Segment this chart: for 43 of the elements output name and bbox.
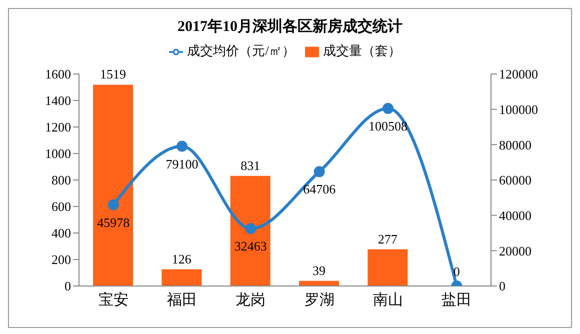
legend-label: 成交均价（元/㎡） (187, 43, 295, 58)
y-tick-label: 800 (52, 172, 71, 188)
point (382, 102, 394, 114)
point (245, 223, 256, 234)
data-label: 126 (172, 251, 192, 266)
y-tick-label: 1600 (45, 66, 71, 82)
y2-tick-label: 60000 (499, 172, 532, 188)
data-label: 39 (312, 262, 326, 278)
y-tick-label: 1400 (45, 93, 71, 108)
y-tick-label: 0 (64, 278, 71, 294)
y-tick-label: 200 (52, 252, 71, 268)
y2-tick-label: 20000 (499, 243, 532, 258)
bar (368, 249, 408, 286)
x-tick-label: 盐田 (442, 292, 472, 309)
y-tick-label: 1200 (45, 120, 71, 135)
data-label: 1519 (100, 66, 126, 82)
bar (93, 84, 133, 286)
data-label: 32463 (234, 238, 267, 254)
point (108, 199, 119, 210)
y2-tick-label: 120000 (499, 66, 538, 82)
data-label: 831 (240, 158, 260, 173)
data-label: 277 (378, 231, 398, 246)
point (314, 166, 325, 178)
data-label: 45978 (97, 214, 130, 230)
point (176, 140, 188, 152)
data-label: 64706 (303, 182, 336, 197)
y2-tick-label: 40000 (499, 208, 532, 223)
y-tick-label: 1000 (45, 146, 71, 162)
data-label: 79100 (166, 156, 198, 172)
legend-label: 成交量（套） (322, 43, 401, 58)
y2-tick-label: 0 (499, 278, 506, 294)
x-tick-label: 罗湖 (304, 292, 334, 309)
y-tick-label: 400 (52, 226, 71, 241)
bar (230, 176, 270, 286)
bar (162, 269, 202, 286)
y2-tick-label: 100000 (499, 102, 538, 117)
x-tick-label: 龙岗 (236, 292, 266, 309)
y2-tick-label: 80000 (499, 137, 532, 152)
x-tick-label: 福田 (167, 292, 197, 309)
x-tick-label: 宝安 (98, 292, 128, 309)
x-tick-label: 南山 (373, 292, 403, 309)
y-tick-label: 600 (52, 199, 71, 214)
chart-title: 2017年10月深圳各区新房成交统计 (176, 17, 404, 37)
